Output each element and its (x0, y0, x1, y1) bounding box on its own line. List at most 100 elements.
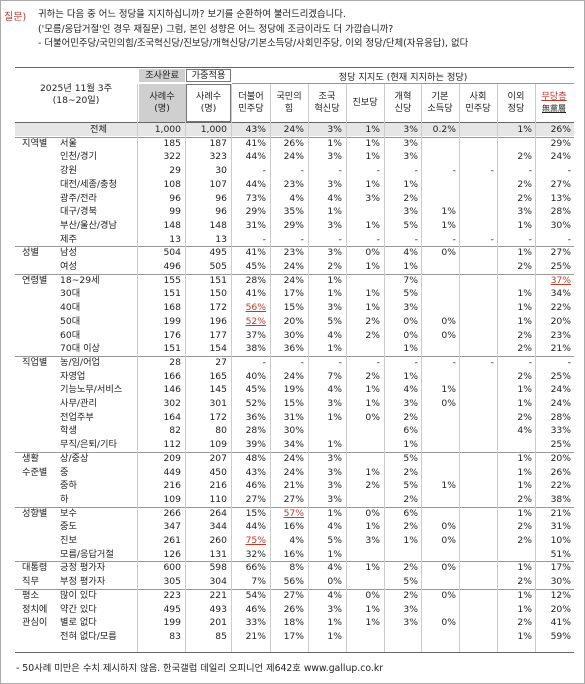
row-category: 직무 (22, 576, 39, 588)
sample-count: 28 (169, 356, 181, 368)
weighted-count: 196 (209, 315, 227, 327)
party-value (420, 438, 456, 452)
party-value: 5% (403, 480, 418, 492)
party-value: 3% (365, 192, 380, 204)
party-value: 2% (403, 493, 418, 505)
party-value: 4% (327, 521, 342, 533)
weighted-count: 207 (209, 452, 227, 464)
sample-count: 322 (163, 151, 181, 163)
sample-count: 1,000 (154, 124, 181, 135)
party-value: - (567, 356, 571, 368)
party-value: 2% (517, 411, 532, 423)
party-value: 1% (517, 452, 532, 464)
party-value: 43% (245, 124, 266, 135)
party-header-line-2: 힘 (284, 103, 294, 114)
party-value: 0% (365, 247, 380, 259)
table-row: 관심이 별로 없다 199 201 33% 18% 1% 1% 3% 0% 2% 41% (0, 616, 585, 630)
party-value: 22% (550, 480, 571, 492)
party-value: - (567, 233, 571, 245)
party-value: 1% (517, 466, 532, 478)
party-value: - (528, 165, 532, 177)
party-value (458, 424, 494, 438)
party-value (458, 397, 494, 411)
party-value: 2% (517, 535, 532, 546)
party-value: 12% (550, 589, 571, 601)
party-value: 3% (403, 137, 418, 149)
party-value: 75% (245, 535, 266, 546)
weighted-count: 110 (209, 493, 227, 505)
party-value: 73% (245, 192, 266, 204)
party-value: 41% (245, 247, 266, 259)
column-separator (384, 84, 385, 652)
party-value: 4% (327, 384, 342, 396)
weighted-count: 80 (215, 425, 227, 437)
party-value: 18% (283, 617, 304, 629)
sample-count: 99 (169, 206, 181, 218)
party-value: 36% (245, 411, 266, 423)
party-value: - (567, 165, 571, 177)
weighted-cases-header: 사례수 (명) (186, 84, 231, 122)
weighted-count: 27 (215, 356, 227, 368)
party-value: 3% (365, 535, 380, 546)
party-value: 1% (365, 124, 380, 135)
table-row: 70대 이상 151 154 38% 36% 1% 1% 2% 21% (0, 342, 585, 356)
table-row: 40대 168 172 56% 15% 3% 1% 3% 1% 22% (0, 301, 585, 315)
weighted-count: 145 (209, 384, 227, 396)
row-subgroup: 강원 (60, 165, 77, 177)
table-row: 전체 1,000 1,000 43% 24% 3% 1% 3% 0.2% 1% 26% (0, 123, 585, 137)
party-value: 28% (550, 206, 571, 218)
period-line-1: 2025년 11월 3주 (39, 83, 113, 94)
party-value: 1% (517, 302, 532, 314)
table-row: 30대 151 150 41% 17% 1% 1% 5% 1% 34% (0, 287, 585, 301)
weighted-count: 505 (209, 261, 227, 272)
party-value (458, 466, 494, 480)
party-value: 1% (327, 343, 342, 355)
party-value: 3% (403, 124, 418, 135)
party-value: 0% (441, 521, 456, 533)
party-value: - (452, 233, 456, 245)
party-value: - (452, 165, 456, 177)
party-value: 3% (327, 452, 342, 464)
party-value: 1% (327, 206, 342, 218)
weighted-count: 107 (209, 178, 227, 190)
party-header-line-2: 정당 (507, 103, 525, 114)
party-value: 33% (245, 617, 266, 629)
party-value: 38% (245, 343, 266, 355)
weighted-count: 96 (215, 192, 227, 204)
weighted-count: 131 (209, 548, 227, 560)
party-value: 24% (550, 384, 571, 396)
party-value: 1% (441, 206, 456, 218)
party-group-rule (232, 83, 574, 84)
party-value (458, 438, 494, 452)
weighted-count: 177 (209, 329, 227, 341)
row-subgroup: 학생 (60, 425, 77, 437)
party-value: 33% (550, 425, 571, 437)
party-value: 3% (327, 493, 342, 505)
party-value: 15% (283, 398, 304, 409)
party-value: 7% (403, 274, 418, 286)
party-value: 3% (403, 206, 418, 218)
party-value: 1% (441, 384, 456, 396)
party-value: 25% (550, 370, 571, 382)
party-value: 2% (403, 192, 418, 204)
party-value: 3% (517, 206, 532, 218)
row-category: 생활 (22, 452, 39, 464)
party-value (458, 246, 494, 260)
party-value: 1% (517, 562, 532, 574)
sample-count: 151 (163, 288, 181, 300)
party-value: 20% (550, 315, 571, 327)
party-value: 31% (245, 219, 266, 231)
party-value: 15% (283, 302, 304, 314)
party-value: 44% (245, 151, 266, 163)
party-value: - (338, 233, 342, 245)
column-separator (459, 84, 460, 652)
party-value: 24% (550, 398, 571, 409)
party-value (458, 616, 494, 630)
weighted-count: 1,000 (200, 124, 227, 135)
party-value: 41% (245, 137, 266, 149)
party-value: - (528, 356, 532, 368)
party-value: 30% (550, 219, 571, 231)
table-row: 무직/은퇴/기타 112 109 39% 34% 1% 1% 25% (0, 438, 585, 452)
party-value: 29% (283, 219, 304, 231)
row-subgroup: 무직/은퇴/기타 (60, 439, 117, 451)
